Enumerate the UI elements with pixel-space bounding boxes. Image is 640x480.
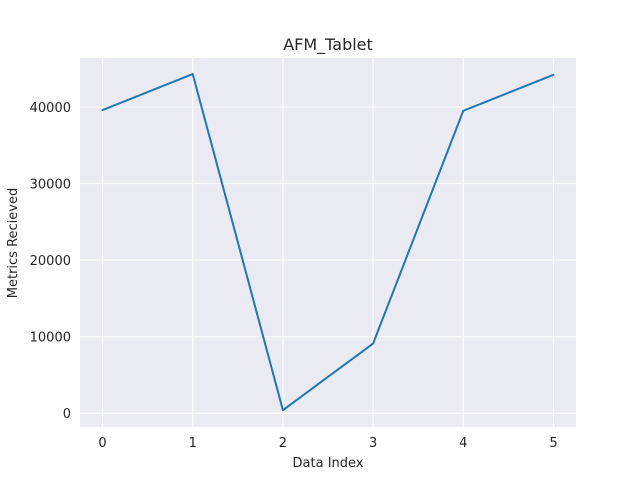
x-tick-label: 2 [279,436,287,451]
x-axis-label: Data Index [293,456,364,471]
x-tick-label: 1 [189,436,197,451]
y-tick-label: 10000 [30,331,71,346]
x-tick-label: 0 [98,436,106,451]
series-group [101,73,555,412]
y-tick-label: 30000 [30,178,71,193]
y-tick-label: 40000 [30,101,71,116]
series-line [101,73,555,412]
chart-title: AFM_Tablet [283,35,373,55]
x-tick-label: 3 [369,436,377,451]
x-tick-labels: 0 1 2 3 4 5 [98,436,557,451]
y-tick-labels: 0 10000 20000 30000 40000 [30,101,71,422]
x-tick-label: 5 [549,436,557,451]
y-tick-label: 20000 [30,254,71,269]
y-tick-label: 0 [63,407,71,422]
y-axis-label: Metrics Recieved [6,188,21,298]
grid-lines [80,58,576,427]
plot-area [80,58,576,427]
x-tick-label: 4 [459,436,467,451]
